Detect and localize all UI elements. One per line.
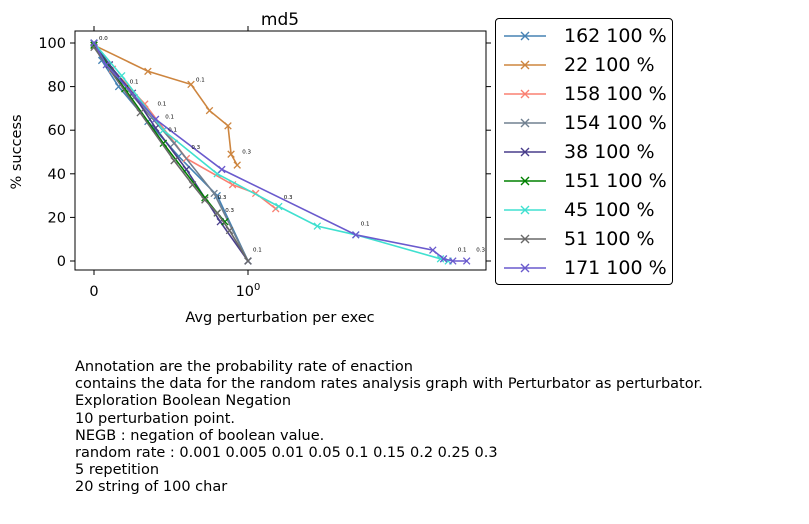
caption-line: 5 repetition xyxy=(75,462,160,479)
caption-line: contains the data for the random rates a… xyxy=(75,376,703,393)
legend-swatch xyxy=(504,234,546,244)
data-point xyxy=(144,67,152,76)
legend-item: 45 100 % xyxy=(502,196,672,225)
caption-line: Exploration Boolean Negation xyxy=(75,393,292,410)
chart-title: md5 xyxy=(261,10,299,30)
y-tick-label: 60 xyxy=(48,123,66,139)
y-axis-label: % success xyxy=(9,114,25,189)
legend: 162 100 % 22 100 % 158 100 % 154 100 % 38 10… xyxy=(495,18,673,285)
y-tick-label: 40 xyxy=(48,167,66,183)
data-point xyxy=(449,257,457,265)
caption-line: NEGB : negation of boolean value. xyxy=(75,427,325,444)
data-point xyxy=(187,80,195,89)
annotation-label: 0.3 xyxy=(218,195,227,201)
annotation-label: 0.3 xyxy=(284,195,293,201)
legend-label: 158 100 % xyxy=(564,83,667,105)
data-point xyxy=(210,189,218,198)
annotation-label: 0.1 xyxy=(361,221,370,227)
annotation-label: 0.1 xyxy=(168,128,177,134)
caption: Annotation are the probability rate of e… xyxy=(75,359,703,497)
data-point xyxy=(90,39,98,47)
legend-item: 51 100 % xyxy=(502,225,672,254)
data-point xyxy=(213,209,221,217)
x-tick-label: 0 xyxy=(89,284,98,300)
data-point xyxy=(205,106,214,115)
annotation-label: 0.3 xyxy=(191,145,200,151)
data-point xyxy=(233,161,241,169)
data-point xyxy=(170,156,178,165)
legend-item: 151 100 % xyxy=(502,167,672,196)
data-point xyxy=(218,165,226,174)
data-point xyxy=(224,122,232,130)
annotation-label: 0.3 xyxy=(225,208,234,214)
y-tick-label: 0 xyxy=(57,254,66,270)
y-tick-label: 20 xyxy=(48,210,66,226)
legend-item: 162 100 % xyxy=(502,22,672,51)
legend-swatch xyxy=(504,60,546,70)
data-point xyxy=(275,202,283,211)
data-point xyxy=(102,61,111,69)
caption-line: 20 string of 100 char xyxy=(75,479,228,496)
legend-item: 38 100 % xyxy=(502,138,672,167)
data-point xyxy=(201,196,209,204)
legend-item: 171 100 % xyxy=(502,254,672,283)
caption-line: 10 perturbation point. xyxy=(75,410,236,427)
legend-swatch xyxy=(504,31,546,41)
annotation-label: 0.0 xyxy=(99,36,108,42)
legend-label: 162 100 % xyxy=(564,25,667,47)
data-point xyxy=(313,222,322,230)
series-line-6 xyxy=(93,42,449,262)
series-line-8 xyxy=(93,42,467,262)
legend-label: 51 100 % xyxy=(564,228,655,250)
annotation-label: 0.3 xyxy=(476,247,485,253)
data-point xyxy=(352,231,360,239)
data-point xyxy=(188,180,197,189)
annotation-label: 0.1 xyxy=(196,77,205,83)
series-line-2 xyxy=(93,42,277,210)
annotation-label: 0.1 xyxy=(458,247,467,253)
legend-label: 22 100 % xyxy=(564,54,655,76)
legend-label: 171 100 % xyxy=(564,257,667,279)
legend-item: 22 100 % xyxy=(502,51,672,80)
annotation-label: 0.1 xyxy=(253,247,262,253)
x-axis-label: Avg perturbation per exec xyxy=(185,310,374,326)
data-point xyxy=(436,255,445,263)
data-point xyxy=(429,246,437,254)
annotation-label: 0.3 xyxy=(242,149,251,155)
data-point xyxy=(439,255,448,263)
annotation-label: 0.1 xyxy=(130,80,139,86)
legend-label: 151 100 % xyxy=(564,170,667,192)
plot-frame xyxy=(74,30,487,271)
legend-label: 38 100 % xyxy=(564,141,655,163)
data-point xyxy=(159,126,168,134)
legend-swatch xyxy=(504,205,546,215)
legend-swatch xyxy=(504,147,546,157)
legend-swatch xyxy=(504,118,546,128)
data-point xyxy=(462,257,471,265)
data-point xyxy=(201,194,209,202)
annotation-label: 0.1 xyxy=(165,114,174,120)
annotation-label: 0.1 xyxy=(158,101,167,107)
legend-item: 154 100 % xyxy=(502,109,672,138)
legend-item: 158 100 % xyxy=(502,80,672,109)
caption-line: Annotation are the probability rate of e… xyxy=(75,359,413,375)
caption-line: random rate : 0.001 0.005 0.01 0.05 0.1 … xyxy=(75,445,498,462)
data-point xyxy=(151,115,160,124)
y-tick-label: 100 xyxy=(38,36,66,52)
legend-label: 45 100 % xyxy=(564,199,655,221)
data-point xyxy=(244,257,252,265)
legend-swatch xyxy=(504,263,546,273)
y-tick-label: 80 xyxy=(48,80,66,96)
data-point xyxy=(136,109,144,117)
data-point xyxy=(117,71,126,80)
data-point xyxy=(227,150,235,158)
legend-swatch xyxy=(504,89,546,99)
legend-swatch xyxy=(504,176,546,186)
x-tick-label: 100 xyxy=(236,282,261,300)
legend-label: 154 100 % xyxy=(564,112,667,134)
data-point xyxy=(225,226,234,235)
